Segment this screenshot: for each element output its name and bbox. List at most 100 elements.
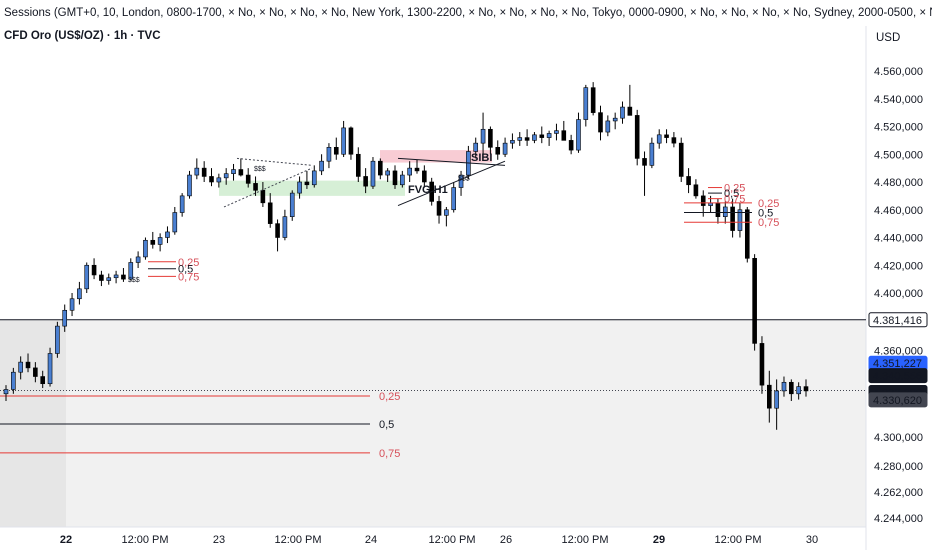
candle[interactable] [539,126,545,144]
candle[interactable] [165,226,170,244]
candle[interactable] [767,370,772,423]
price-tag[interactable]: 4.351,227 [868,355,928,371]
candle[interactable] [634,109,640,166]
candle[interactable] [179,193,185,217]
candle[interactable] [554,123,559,141]
candle[interactable] [385,168,390,182]
candle[interactable] [319,154,324,176]
candle[interactable] [84,262,90,293]
candle[interactable] [341,120,346,158]
candle[interactable] [495,140,501,160]
candle[interactable] [47,347,53,387]
candle[interactable] [568,134,574,155]
candle[interactable] [686,168,691,194]
price-tag[interactable]: 4.340,556 [868,368,928,384]
candle[interactable] [774,379,779,430]
candle[interactable] [150,231,156,249]
candle[interactable] [121,268,126,282]
candle[interactable] [561,120,567,141]
candle[interactable] [69,293,75,317]
candle[interactable] [664,129,669,144]
candle[interactable] [502,137,508,158]
candle[interactable] [128,258,134,281]
candle[interactable] [304,170,310,189]
candle[interactable] [436,195,442,224]
candle[interactable] [458,170,464,196]
candle[interactable] [311,165,317,188]
candle[interactable] [267,193,273,228]
candle[interactable] [737,202,743,238]
candle[interactable] [532,132,537,144]
candle[interactable] [370,157,376,189]
candle[interactable] [157,233,163,252]
candle[interactable] [642,151,647,196]
candle[interactable] [216,173,222,188]
candle[interactable] [106,273,112,285]
fvg-zone[interactable] [219,180,405,196]
candle[interactable] [744,206,750,263]
trendline-dotted-upper[interactable] [236,157,313,166]
candle[interactable] [693,179,699,199]
candle[interactable] [451,182,457,213]
candle[interactable] [363,168,368,194]
candle[interactable] [789,379,794,401]
candle[interactable] [605,115,611,137]
candle[interactable] [422,165,427,188]
candle[interactable] [627,84,633,116]
candle[interactable] [576,112,581,153]
candle[interactable] [678,137,684,182]
candle[interactable] [223,168,229,185]
candle[interactable] [245,168,251,188]
candle[interactable] [289,190,295,221]
candle[interactable] [194,158,200,180]
candle[interactable] [40,370,45,389]
price-tag[interactable]: 4.381,416 [868,312,928,328]
candle[interactable] [473,137,479,159]
candle[interactable] [517,132,523,146]
candle[interactable] [209,168,214,187]
candle[interactable] [25,353,31,373]
candle[interactable] [62,304,68,332]
candle[interactable] [260,182,266,207]
candle[interactable] [752,254,757,351]
candle[interactable] [524,129,530,146]
candle[interactable] [649,137,655,169]
wedge-upper-line[interactable] [397,157,506,166]
candle[interactable] [583,84,589,127]
candle[interactable] [77,281,82,305]
candle[interactable] [172,206,178,235]
candle[interactable] [444,206,449,227]
candle[interactable] [620,101,625,124]
candle[interactable] [671,132,677,148]
candle[interactable] [135,251,141,269]
trendline-dotted-lower[interactable] [223,167,313,208]
candle[interactable] [18,356,23,380]
candle[interactable] [326,143,332,169]
candle[interactable] [238,158,244,177]
candle[interactable] [392,165,398,189]
price-tag[interactable]: 4.330,620 [868,392,928,408]
candle[interactable] [253,176,258,196]
candle[interactable] [796,382,801,400]
candle[interactable] [11,367,16,394]
candle[interactable] [275,219,280,252]
candle[interactable] [407,161,412,182]
candle[interactable] [400,170,405,188]
candle[interactable] [297,176,302,199]
candle[interactable] [803,379,809,397]
candle[interactable] [201,161,207,182]
candle[interactable] [33,362,38,383]
candle[interactable] [282,209,288,241]
candle[interactable] [113,270,119,284]
candle[interactable] [730,198,735,238]
candle[interactable] [598,105,603,141]
candle[interactable] [348,126,354,160]
sessions-indicator-legend[interactable]: Sessions (GMT+0, 10, London, 0800-1700, … [4,7,932,19]
candle[interactable] [546,130,552,146]
candle[interactable] [612,112,618,130]
candle[interactable] [480,112,486,155]
candle[interactable] [333,137,339,160]
candle[interactable] [510,133,515,149]
candle[interactable] [414,159,420,174]
